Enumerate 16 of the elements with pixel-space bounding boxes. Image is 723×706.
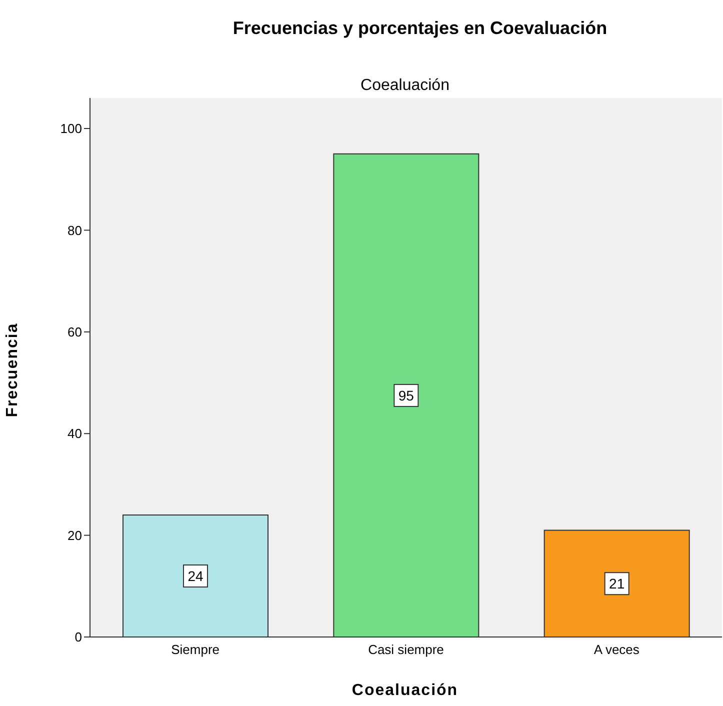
data-label: 21 [609, 576, 625, 592]
y-tick-label: 60 [68, 324, 82, 340]
x-tick-label: Siempre [171, 642, 220, 658]
data-label: 24 [188, 568, 204, 584]
chart-subtitle: Coealuación [360, 77, 450, 95]
y-tick-label: 80 [68, 222, 82, 238]
chart-title: Frecuencias y porcentajes en Coevaluación [232, 18, 608, 39]
y-axis-title: Frecuencia [4, 322, 22, 418]
data-label: 95 [398, 387, 414, 404]
x-tick-label: Casi siempre [368, 642, 444, 658]
y-tick-label: 20 [68, 528, 82, 543]
y-tick-label: 100 [60, 121, 82, 136]
y-tick-label: 40 [68, 426, 82, 442]
y-tick-label: 0 [74, 630, 82, 645]
x-axis-title: Coealuación [350, 682, 460, 700]
x-tick-label: A veces [594, 642, 640, 658]
